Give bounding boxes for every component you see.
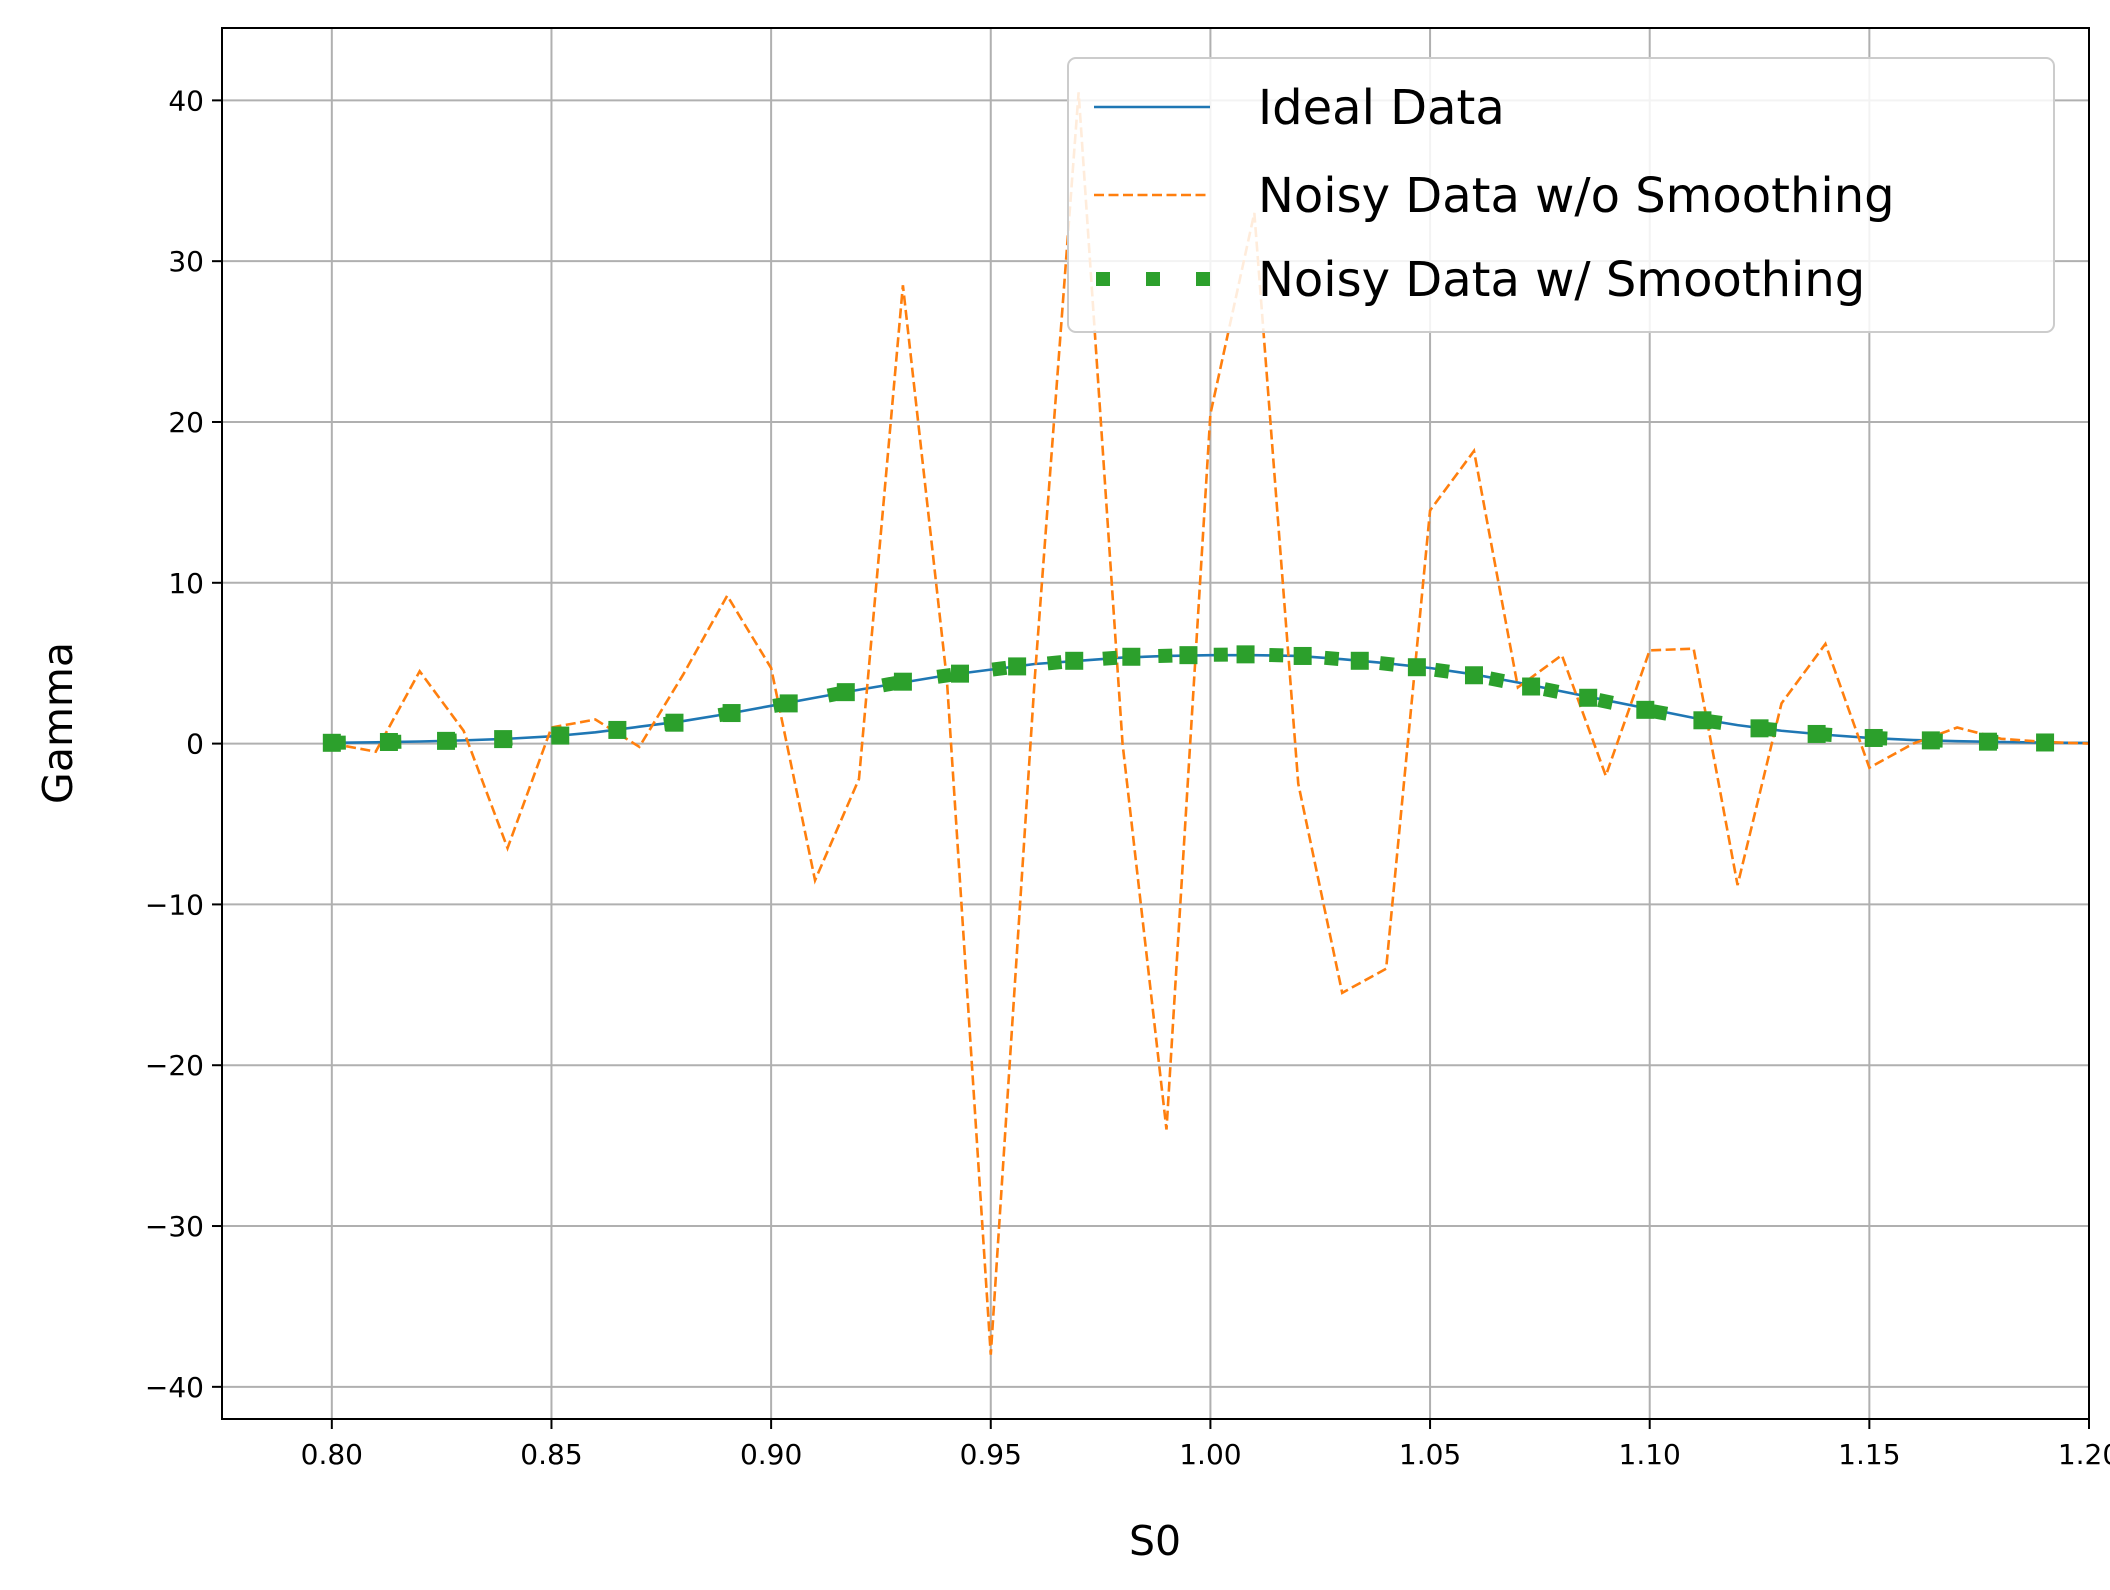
- smoothed-point: [1407, 658, 1426, 677]
- y-tick-label: −30: [145, 1210, 204, 1243]
- smoothed-point: [437, 731, 456, 750]
- x-tick-label: 1.10: [1619, 1438, 1681, 1471]
- y-tick-label: −10: [145, 888, 204, 921]
- y-axis-label: Gamma: [34, 642, 82, 804]
- y-tick-label: −20: [145, 1049, 204, 1082]
- smoothed-point: [1978, 732, 1997, 751]
- x-tick-label: 0.95: [960, 1438, 1022, 1471]
- smoothed-point: [379, 732, 398, 751]
- smoothed-point: [1750, 719, 1769, 738]
- y-tick-label: −40: [145, 1371, 204, 1404]
- smoothed-point: [951, 664, 970, 683]
- smoothed-point: [1921, 731, 1940, 750]
- smoothed-point: [1122, 647, 1141, 666]
- smoothed-point: [1293, 646, 1312, 665]
- smoothed-point: [2036, 733, 2055, 752]
- smoothed-point: [1693, 711, 1712, 730]
- smoothed-point: [1236, 645, 1255, 664]
- y-tick-label: 40: [168, 84, 204, 117]
- smoothed-point: [665, 713, 684, 732]
- smoothed-point: [893, 672, 912, 691]
- smoothed-point: [1065, 651, 1084, 670]
- legend-label-2: Noisy Data w/o Smoothing: [1258, 168, 1895, 224]
- x-tick-label: 0.90: [740, 1438, 802, 1471]
- legend-frame: [1067, 57, 2055, 333]
- smoothed-point: [1579, 688, 1598, 707]
- legend-label-1: Ideal Data: [1258, 80, 1505, 136]
- series-layer: [322, 92, 2089, 1355]
- y-tick-label: 0: [186, 728, 204, 761]
- smoothed-point: [1807, 724, 1826, 743]
- smoothed-point: [836, 683, 855, 702]
- smoothed-point: [608, 720, 627, 739]
- smoothed-point: [779, 694, 798, 713]
- y-tick-label: 30: [168, 245, 204, 278]
- smoothed-point: [1636, 700, 1655, 719]
- x-tick-label: 0.85: [520, 1438, 582, 1471]
- smoothed-point: [1522, 677, 1541, 696]
- smoothed-point: [322, 733, 341, 752]
- legend-label-3: Noisy Data w/ Smoothing: [1258, 252, 1865, 308]
- y-tick-label: 10: [168, 567, 204, 600]
- legend: Ideal Data Noisy Data w/o Smoothing Noisy …: [1067, 57, 2055, 333]
- tick-layer: 0.80 0.85 0.90 0.95 1.00 1.05 1.10 1.15 1.20 −40 −…: [145, 84, 2110, 1471]
- x-tick-label: 1.00: [1179, 1438, 1241, 1471]
- y-tick-label: 20: [168, 406, 204, 439]
- smoothed-point: [551, 726, 570, 745]
- x-tick-label: 1.20: [2058, 1438, 2110, 1471]
- smoothed-point: [494, 730, 513, 749]
- smoothed-point: [1864, 728, 1883, 747]
- smoothed-point: [1179, 646, 1198, 665]
- x-tick-label: 1.05: [1399, 1438, 1461, 1471]
- smoothed-point: [1350, 651, 1369, 670]
- plot-area-frame: [221, 27, 2090, 1420]
- smoothed-point: [1464, 666, 1483, 685]
- smoothed-point: [722, 704, 741, 723]
- smoothed-point: [1008, 657, 1027, 676]
- x-tick-label: 1.15: [1838, 1438, 1900, 1471]
- x-axis-label: S0: [1129, 1517, 1181, 1565]
- x-tick-label: 0.80: [301, 1438, 363, 1471]
